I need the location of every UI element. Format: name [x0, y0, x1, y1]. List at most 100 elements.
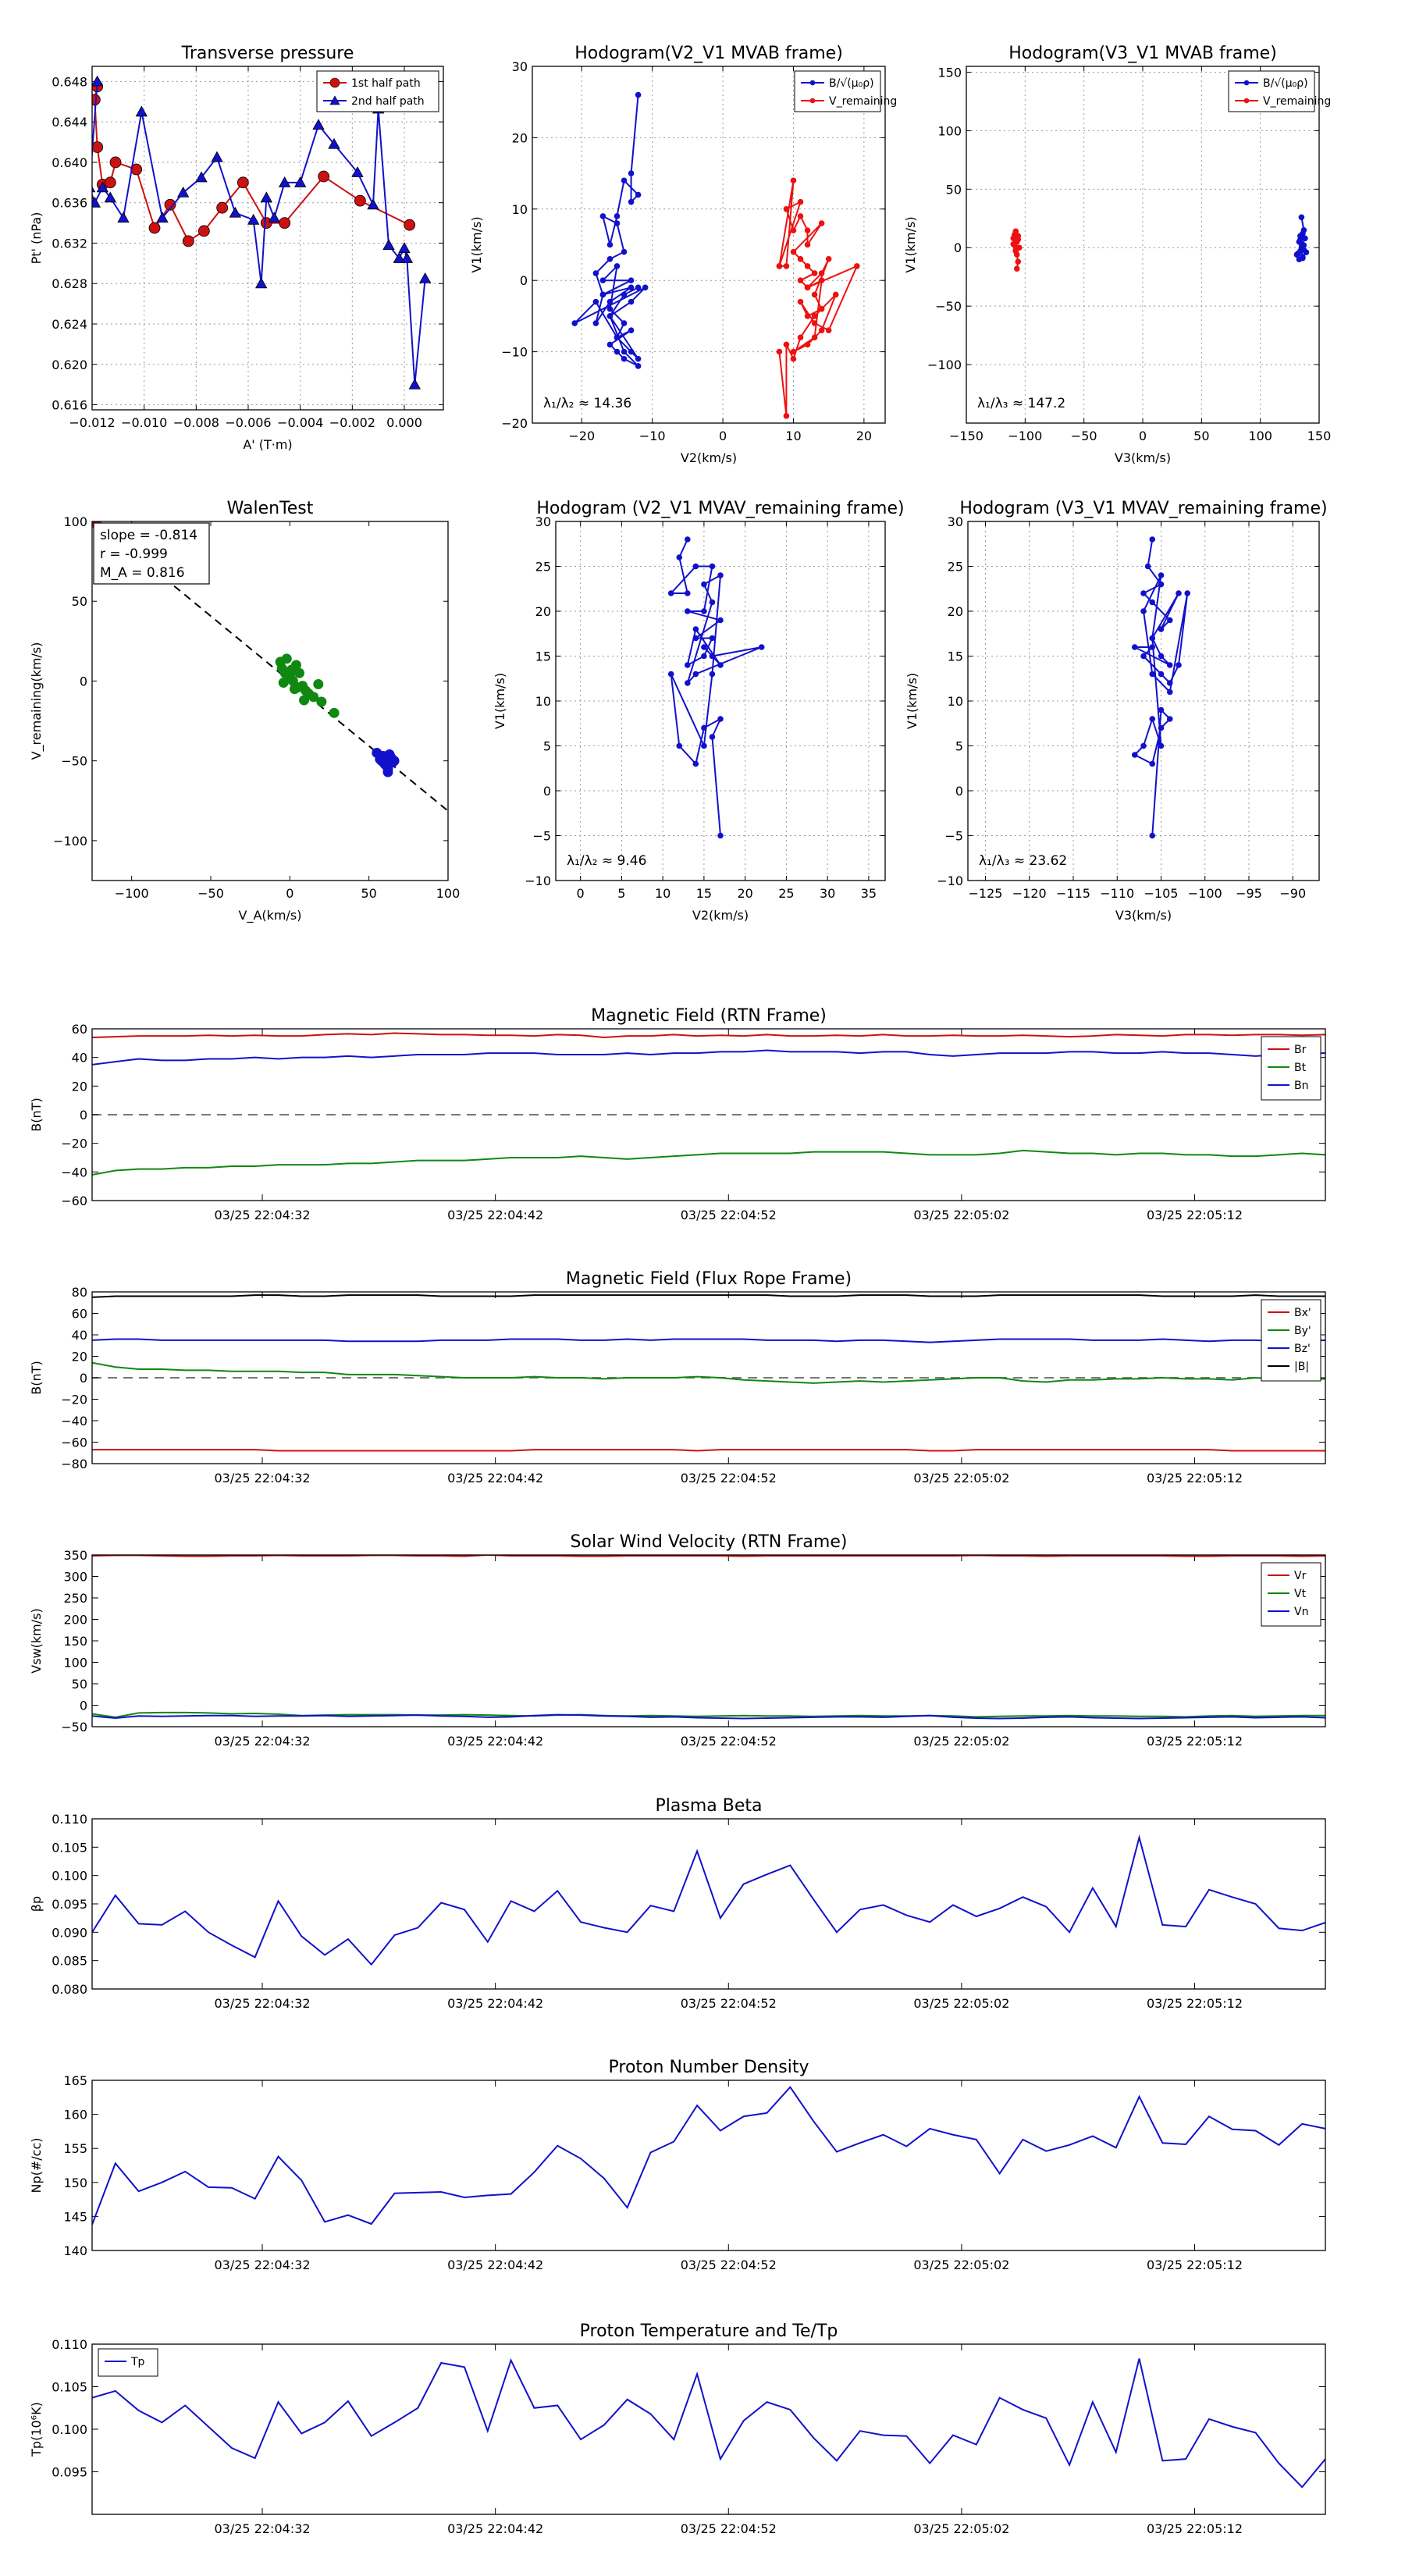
data-point: [289, 684, 300, 695]
data-point: [797, 277, 804, 284]
data-point: [628, 170, 635, 176]
y-tick-label: −60: [61, 1436, 87, 1450]
data-point: [709, 734, 716, 740]
data-point: [685, 680, 691, 686]
chart-vsw: Solar Wind Velocity (RTN Frame) −50 0 50 100…: [29, 1532, 1326, 1749]
data-point: [1015, 258, 1022, 265]
hb3-frame: [555, 521, 886, 881]
x-tick-label: 150: [1307, 429, 1332, 443]
tp-plot-area: [92, 75, 432, 390]
y-tick-label: −100: [927, 358, 962, 372]
y-tick-label: −20: [501, 416, 528, 431]
data-point: [825, 327, 832, 333]
data-point: [398, 242, 411, 253]
x-tick-label: 03/25 22:04:52: [681, 1996, 777, 2011]
y-tick-label: 0.110: [52, 1812, 87, 1827]
x-tick-label: −0.002: [329, 415, 375, 430]
data-point: [1297, 236, 1304, 243]
data-point: [701, 742, 707, 749]
data-point: [621, 348, 628, 355]
y-tick-label: 145: [63, 2209, 87, 2224]
hb1-annotation: λ₁/λ₂ ≈ 14.36: [543, 396, 631, 411]
data-point: [382, 239, 395, 251]
y-tick-label: 0.616: [52, 398, 87, 413]
data-point: [592, 298, 599, 305]
walen-ylabel: V_remaining(km/s): [29, 642, 44, 760]
x-tick-label: 03/25 22:05:12: [1147, 1996, 1243, 2011]
x-tick-label: 35: [861, 886, 877, 901]
x-tick-label: −0.006: [225, 415, 271, 430]
tp-xlabel: A' (T·m): [243, 437, 292, 452]
legend-box: [1228, 70, 1315, 112]
y-tick-label: 30: [535, 514, 551, 529]
data-point: [592, 270, 599, 276]
data-point: [104, 176, 116, 189]
y-tick-label: −100: [53, 834, 87, 849]
x-tick-label: −0.008: [173, 415, 219, 430]
y-tick-label: −5: [532, 829, 551, 844]
legend-label: 1st half path: [351, 77, 421, 90]
y-tick-label: −20: [61, 1393, 87, 1407]
series-line-Bt: [92, 1149, 1325, 1176]
x-tick-label: 03/25 22:04:32: [215, 1734, 311, 1749]
data-point: [387, 757, 398, 768]
data-point: [635, 363, 642, 369]
data-point: [599, 277, 606, 284]
data-point: [635, 91, 642, 98]
data-point: [176, 186, 190, 197]
data-point: [621, 177, 628, 184]
y-tick-label: 150: [63, 1634, 87, 1649]
hb4-plot-area: [1131, 536, 1191, 839]
legend-label: B/√(μ₀ρ): [829, 77, 874, 90]
data-point: [667, 671, 674, 678]
x-tick-label: −50: [1071, 429, 1097, 443]
walen-xlabel: V_A(km/s): [239, 908, 302, 923]
y-tick-label: 0.110: [52, 2337, 87, 2352]
hb3-ylabel: V1(km/s): [493, 673, 507, 729]
legend-box: [1261, 1562, 1321, 1627]
hb3-plot-area: [667, 536, 765, 839]
data-point: [804, 263, 811, 269]
data-point: [783, 206, 790, 212]
tp-title: Transverse pressure: [181, 44, 354, 63]
data-point: [606, 341, 614, 348]
data-point: [92, 94, 101, 106]
hb2-plot-area: [1010, 214, 1310, 272]
x-tick-label: 03/25 22:04:32: [215, 1471, 311, 1485]
data-point: [676, 554, 683, 560]
data-point: [635, 284, 642, 291]
data-point: [1149, 716, 1156, 722]
data-point: [790, 355, 797, 362]
y-tick-label: 50: [946, 182, 962, 197]
y-tick-label: 0.640: [52, 155, 87, 170]
beta-frame: [91, 1818, 1326, 1990]
x-tick-label: 15: [696, 886, 712, 901]
data-point: [790, 248, 797, 255]
data-point: [1158, 706, 1165, 713]
y-tick-label: 0: [80, 1699, 87, 1713]
y-tick-label: 155: [63, 2141, 87, 2156]
hb4-ylabel: V1(km/s): [905, 673, 919, 729]
data-point: [197, 225, 210, 237]
y-tick-label: −5: [944, 829, 963, 844]
y-tick-label: 165: [63, 2073, 87, 2088]
series-line-V_remaining: [778, 180, 859, 416]
series-line-Bn: [92, 1049, 1325, 1066]
y-tick-label: 250: [63, 1591, 87, 1606]
y-tick-label: −20: [61, 1137, 87, 1151]
y-tick-label: 350: [63, 1548, 87, 1563]
data-point: [195, 171, 208, 183]
x-tick-label: 03/25 22:04:42: [447, 1208, 543, 1222]
annotation-line: slope = -0.814: [100, 528, 197, 543]
np-title: Proton Number Density: [609, 2058, 809, 2077]
x-tick-label: −10: [639, 429, 666, 443]
beta-ylabel: βp: [29, 1896, 44, 1912]
data-point: [692, 635, 699, 642]
data-point: [797, 334, 804, 341]
x-tick-label: 0: [577, 886, 585, 901]
data-point: [628, 284, 635, 291]
hb2-xlabel: V3(km/s): [1115, 450, 1171, 465]
series-line-Bz': [92, 1338, 1325, 1343]
y-tick-label: 20: [72, 1079, 87, 1094]
x-tick-label: 100: [1248, 429, 1272, 443]
